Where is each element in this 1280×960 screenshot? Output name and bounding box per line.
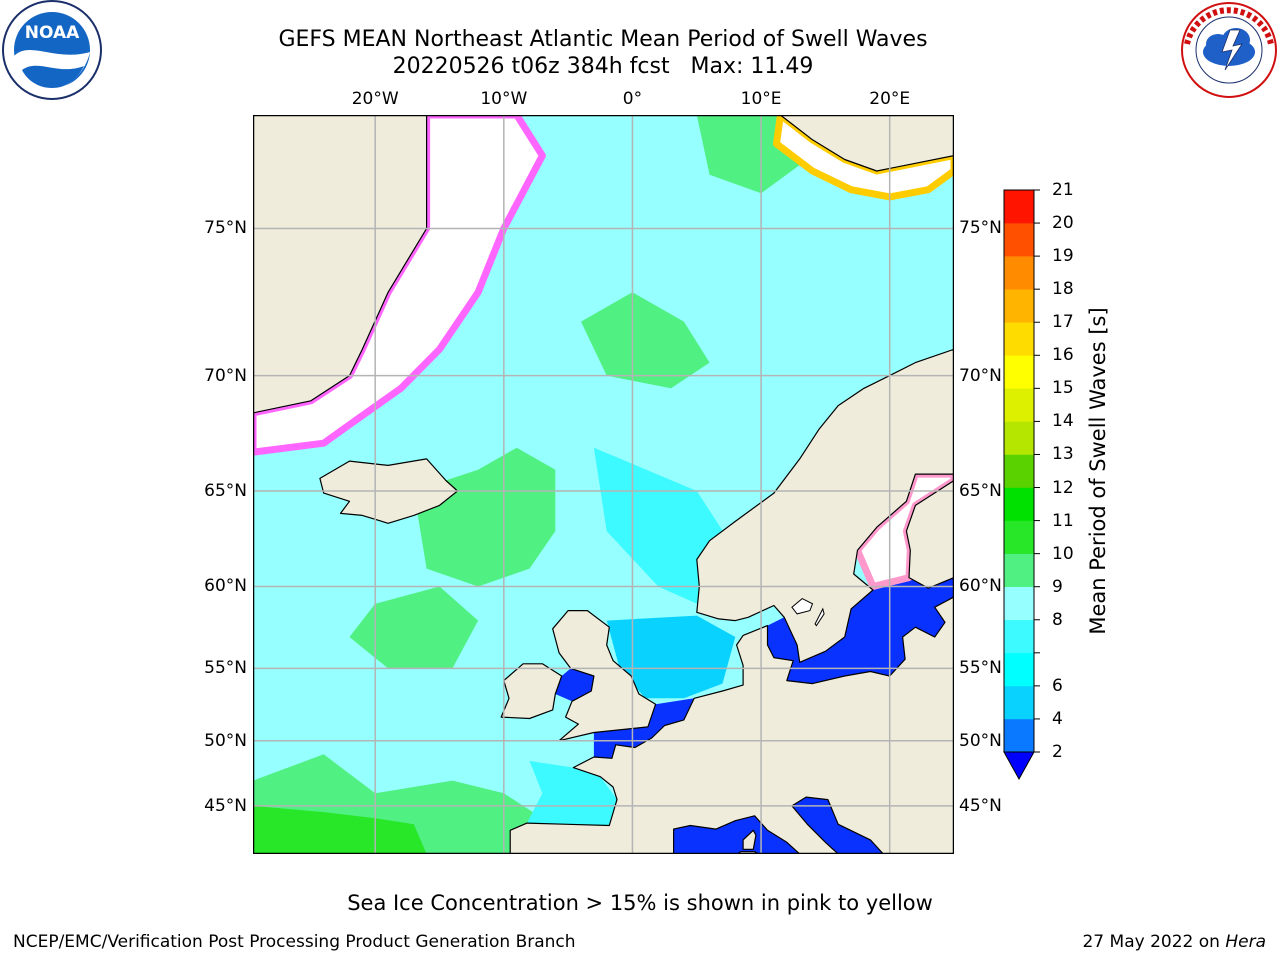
map-frame	[253, 115, 954, 854]
land-greenland	[253, 115, 428, 414]
colorbar-segment	[1004, 487, 1034, 521]
lon-tick-label: 20°E	[869, 89, 911, 109]
lat-tick-label: 70°N	[204, 365, 247, 386]
date-text: 27 May 2022	[1082, 932, 1194, 952]
lon-tick-label: 0°	[622, 89, 643, 109]
colorbar-tick-label: 4	[1052, 708, 1063, 729]
colorbar-segment	[1004, 652, 1034, 687]
nws-logo	[1181, 2, 1277, 98]
swell-region-english-channel	[593, 698, 695, 759]
lat-tick-label: 60°N	[204, 576, 247, 597]
sea-ice-note: Sea Ice Concentration > 15% is shown in …	[347, 891, 933, 915]
colorbar-ticks	[1034, 189, 1040, 753]
lat-tick-label: 65°N	[204, 480, 247, 501]
date-on-text: on	[1198, 932, 1220, 952]
colorbar-segment	[1004, 553, 1034, 588]
lat-tick-label: 70°N	[959, 365, 1002, 386]
machine-name: Hera	[1225, 932, 1266, 952]
colorbar-frame	[1003, 189, 1035, 753]
colorbar	[1003, 189, 1040, 781]
colorbar-tick-label: 17	[1052, 312, 1074, 333]
lat-tick-label: 65°N	[959, 480, 1002, 501]
colorbar-segment	[1004, 256, 1034, 290]
colorbar-tick-label: 16	[1052, 345, 1074, 366]
colorbar-tick-label: 15	[1052, 378, 1074, 399]
lat-tick-label: 60°N	[959, 576, 1002, 597]
credit-text: NCEP/EMC/Verification Post Processing Pr…	[13, 932, 576, 952]
swell-region-norwegian-sea-green	[581, 292, 710, 389]
swell-region-irish-sea	[555, 668, 594, 702]
colorbar-segments	[1003, 189, 1035, 781]
colorbar-tick-label: 9	[1052, 576, 1063, 597]
graticule	[253, 115, 954, 854]
land-ireland	[500, 663, 563, 720]
colorbar-segment	[1004, 223, 1034, 257]
colorbar-under-extension	[1003, 751, 1035, 781]
colorbar-tick-label: 12	[1052, 477, 1074, 498]
lat-tick-label: 45°N	[959, 795, 1002, 816]
colorbar-segment	[1004, 619, 1034, 654]
swell-region-adriatic	[791, 797, 884, 854]
lat-tick-label: 45°N	[204, 795, 247, 816]
lake-vanern	[791, 598, 814, 615]
swell-region-iceland-faroe-green	[413, 447, 556, 587]
colorbar-tick-label: 21	[1052, 180, 1074, 200]
colorbar-tick-label: 10	[1052, 543, 1074, 564]
land-great-britain	[552, 610, 657, 742]
lon-tick-label: 20°W	[351, 89, 399, 109]
colorbar-tick-label: 8	[1052, 609, 1063, 630]
colorbar-tick-label: 14	[1052, 411, 1074, 432]
land-svalbard	[779, 115, 954, 172]
colorbar-tick-label: 11	[1052, 510, 1074, 531]
land-finland	[905, 479, 954, 589]
colorbar-tick-label: 13	[1052, 444, 1074, 465]
colorbar-tick-label: 20	[1052, 213, 1074, 234]
swell-region-north-sea	[606, 615, 736, 699]
colorbar-segment	[1004, 421, 1034, 455]
noaa-logo-text: NOAA	[25, 23, 80, 43]
lake-vattern	[814, 607, 825, 627]
colorbar-segment	[1004, 718, 1034, 753]
swell-region-central-atlantic-green	[349, 586, 479, 669]
lon-tick-label: 10°E	[740, 89, 782, 109]
swell-region-far-southwest-green	[253, 805, 427, 854]
colorbar-segment	[1004, 355, 1034, 389]
colorbar-tick-label: 18	[1052, 279, 1074, 300]
colorbar-segment	[1004, 388, 1034, 422]
colorbar-segment	[1004, 190, 1034, 224]
colorbar-tick-label: 2	[1052, 742, 1063, 762]
lat-tick-label: 75°N	[959, 218, 1002, 239]
date-stamp: 27 May 2022 on Hera	[1082, 932, 1266, 952]
land-corsica	[742, 829, 757, 850]
chart-title: GEFS MEAN Northeast Atlantic Mean Period…	[278, 27, 928, 52]
lat-tick-label: 75°N	[204, 218, 247, 239]
colorbar-tick-label: 19	[1052, 246, 1074, 267]
lat-tick-label: 55°N	[959, 658, 1002, 679]
swell-period-map	[253, 115, 954, 854]
swell-region-biscay-cyan	[527, 760, 617, 826]
lat-tick-label: 55°N	[204, 658, 247, 679]
noaa-logo: NOAA	[2, 0, 102, 100]
colorbar-segment	[1004, 322, 1034, 356]
colorbar-segment	[1004, 586, 1034, 621]
chart-subtitle: 20220526 t06z 384h fcst Max: 11.49	[392, 54, 814, 79]
swell-region-mediterranean	[673, 815, 800, 854]
lat-tick-label: 50°N	[959, 730, 1002, 751]
lon-tick-label: 10°W	[480, 89, 528, 109]
lat-tick-label: 50°N	[204, 730, 247, 751]
swell-region-baltic-sea	[767, 577, 954, 684]
colorbar-tick-label: 6	[1052, 675, 1063, 696]
colorbar-label: Mean Period of Swell Waves [s]	[1086, 307, 1110, 635]
colorbar-segment	[1004, 454, 1034, 488]
colorbar-segment	[1004, 685, 1034, 720]
colorbar-segment	[1004, 520, 1034, 554]
colorbar-segment	[1004, 289, 1034, 323]
